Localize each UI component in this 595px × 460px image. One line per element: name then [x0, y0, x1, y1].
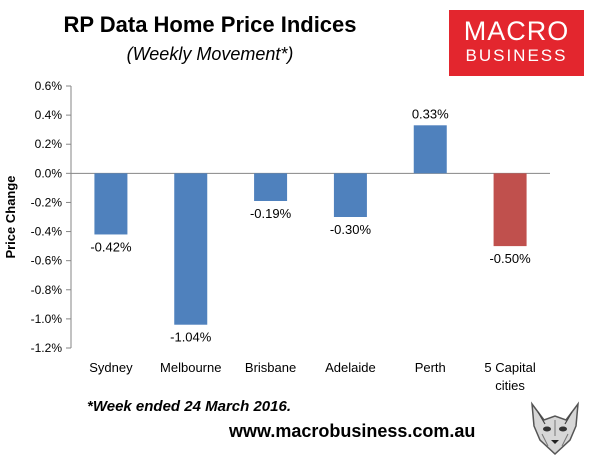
bar: [174, 173, 208, 325]
y-tick-label: 0.6%: [35, 79, 63, 93]
data-label: -0.19%: [250, 206, 292, 221]
category-label: cities: [495, 378, 525, 393]
y-tick-label: 0.2%: [35, 137, 63, 151]
y-tick-label: 0.4%: [35, 108, 63, 122]
y-tick-label: -1.2%: [31, 341, 63, 355]
bar: [254, 173, 288, 201]
chart-title: RP Data Home Price Indices: [63, 12, 357, 37]
bar: [493, 173, 527, 247]
chart-subtitle: (Weekly Movement*): [126, 44, 294, 64]
y-tick-label: -0.2%: [31, 195, 63, 209]
wolf-icon: [531, 401, 579, 456]
category-label: 5 Capital: [484, 360, 535, 375]
data-label: -0.30%: [330, 222, 372, 237]
bar: [413, 125, 447, 174]
data-label: -0.50%: [489, 251, 531, 266]
data-label: -0.42%: [90, 239, 132, 254]
category-label: Melbourne: [160, 360, 221, 375]
y-tick-label: -0.4%: [31, 225, 63, 239]
category-label: Sydney: [89, 360, 133, 375]
bar: [94, 173, 128, 235]
y-axis-title: Price Change: [3, 175, 18, 258]
bar-chart: 0.6% 0.4% 0.2% 0.0% -0.2% -0.4% -0.6% -0.8% -1.0…: [3, 79, 550, 393]
y-tick-label: -0.8%: [31, 283, 63, 297]
y-tick-label: -1.0%: [31, 312, 63, 326]
footnote: *Week ended 24 March 2016.: [87, 398, 291, 415]
data-label: 0.33%: [412, 106, 449, 121]
logo-line-1: MACRO: [463, 16, 570, 46]
y-tick-label: 0.0%: [35, 166, 63, 180]
bar: [333, 173, 367, 217]
category-label: Brisbane: [245, 360, 296, 375]
macrobusiness-logo: MACRO BUSINESS: [449, 10, 584, 76]
y-tick-label: -0.6%: [31, 254, 63, 268]
category-label: Perth: [415, 360, 446, 375]
logo-line-2: BUSINESS: [465, 46, 568, 65]
category-label: Adelaide: [325, 360, 376, 375]
data-label: -1.04%: [170, 330, 212, 345]
website-url: www.macrobusiness.com.au: [229, 421, 476, 441]
